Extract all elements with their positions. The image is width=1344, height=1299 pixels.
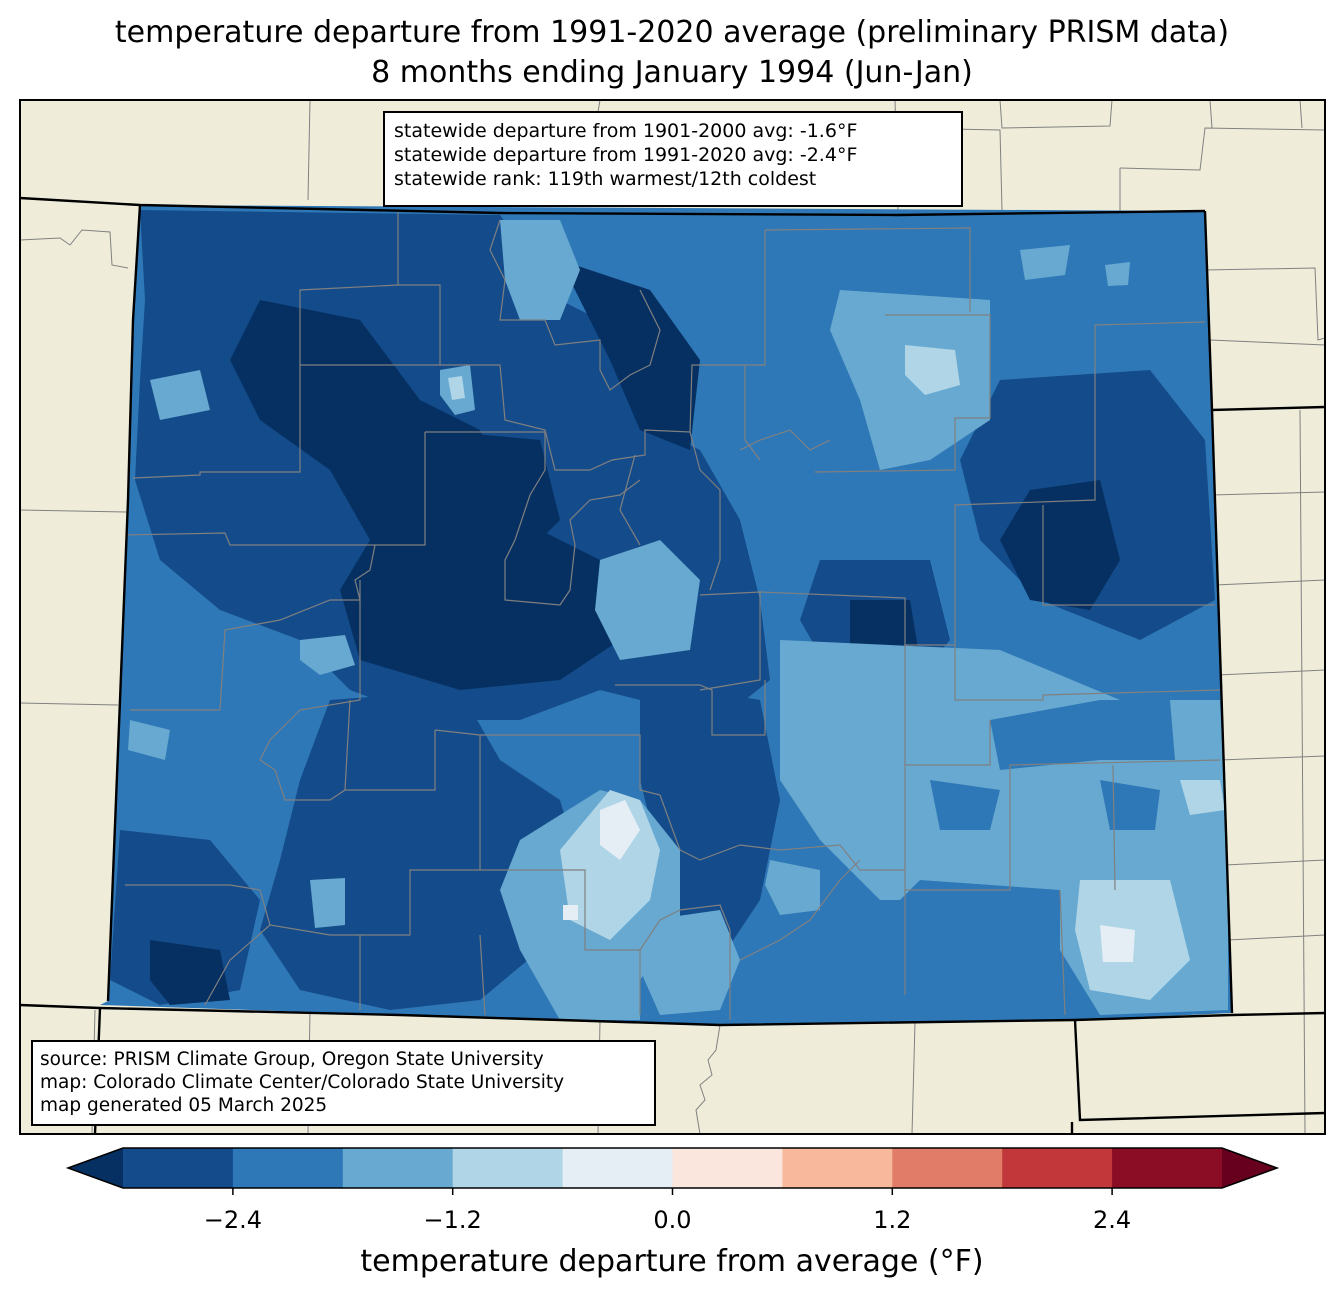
colorbar-outline (65, 1147, 1280, 1189)
stats-line: statewide departure from 1901-2000 avg: … (394, 120, 858, 142)
source-line: source: PRISM Climate Group, Oregon Stat… (40, 1049, 544, 1070)
source-line: map: Colorado Climate Center/Colorado St… (40, 1072, 565, 1093)
map-title: temperature departure from 1991-2020 ave… (114, 15, 1230, 50)
map-frame (19, 99, 1326, 1135)
source-line: map generated 05 March 2025 (40, 1095, 328, 1116)
colorbar-tick-label: 2.4 (1093, 1206, 1132, 1234)
colorbar-bin (342, 1148, 454, 1188)
colorbar-over-arrow (1222, 1148, 1277, 1188)
colorbar-bin (1002, 1148, 1113, 1188)
colorbar-bin (232, 1148, 344, 1188)
colorbar-label: temperature departure from average (°F) (360, 1244, 984, 1279)
colorbar-tick-label: 1.2 (873, 1206, 912, 1234)
state-boundaries (19, 196, 1326, 1135)
stats-line: statewide rank: 119th warmest/12th colde… (394, 168, 817, 190)
colorbar-tick-label: −2.4 (203, 1206, 263, 1234)
colorbar (65, 1147, 1280, 1195)
colorbar-bin (562, 1148, 673, 1188)
colorbar-tick-label: −1.2 (423, 1206, 482, 1234)
colorbar-bin (123, 1148, 234, 1188)
stats-line: statewide departure from 1991-2020 avg: … (394, 144, 858, 166)
colorbar-bin (452, 1148, 564, 1188)
colorbar-bin (892, 1148, 1003, 1188)
colorbar-bin (1112, 1148, 1223, 1188)
colorbar-bin (782, 1148, 893, 1188)
colorbar-under-arrow (68, 1148, 123, 1188)
county-lines (124, 212, 1221, 1020)
map-subtitle: 8 months ending January 1994 (Jun-Jan) (371, 55, 973, 90)
colorbar-tick-label: 0.0 (653, 1206, 692, 1234)
source-credits-box: source: PRISM Climate Group, Oregon Stat… (31, 1040, 656, 1126)
colorbar-bin (672, 1148, 783, 1188)
statewide-stats-box: statewide departure from 1901-2000 avg: … (383, 111, 963, 207)
temperature-departure-field (100, 205, 1232, 1025)
